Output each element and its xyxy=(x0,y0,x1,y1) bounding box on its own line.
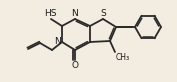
Text: S: S xyxy=(100,9,106,18)
Text: O: O xyxy=(72,61,79,70)
Text: N: N xyxy=(54,37,61,46)
Text: N: N xyxy=(72,9,78,18)
Text: HS: HS xyxy=(44,9,56,18)
Text: CH₃: CH₃ xyxy=(116,53,130,62)
